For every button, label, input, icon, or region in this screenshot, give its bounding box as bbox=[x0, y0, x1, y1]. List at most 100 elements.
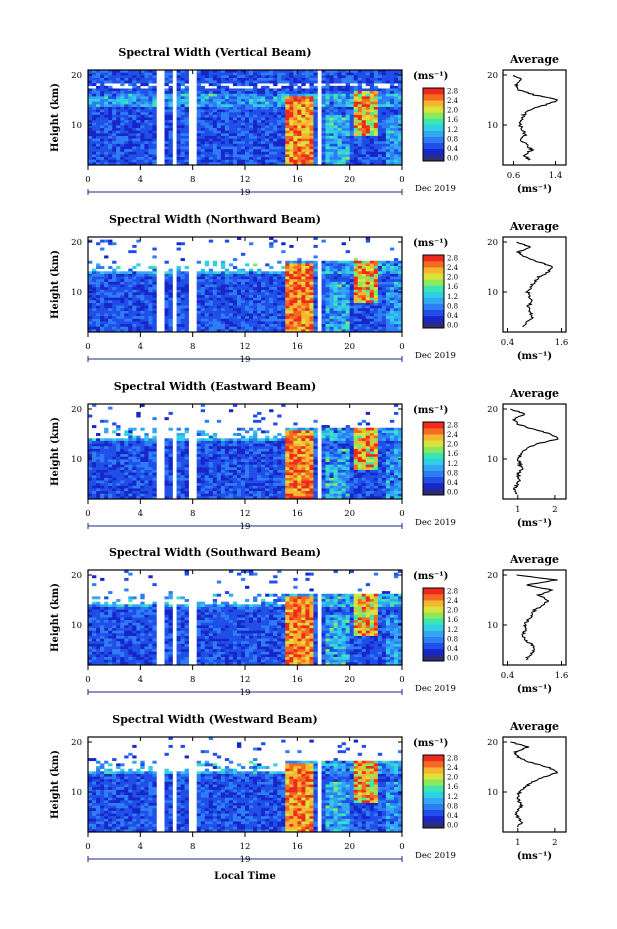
heatmap-cell bbox=[289, 114, 294, 118]
heatmap-cell bbox=[140, 329, 145, 333]
heatmap-cell bbox=[329, 91, 334, 95]
heatmap-cell bbox=[240, 135, 246, 139]
heatmap-cell bbox=[273, 159, 278, 163]
heatmap-cell bbox=[92, 106, 97, 110]
heatmap-cell bbox=[281, 157, 286, 161]
heatmap-cell bbox=[148, 85, 153, 89]
heatmap-cell bbox=[164, 300, 169, 304]
heatmap-cell bbox=[196, 112, 202, 116]
heatmap-cell bbox=[148, 143, 153, 147]
heatmap-cell bbox=[164, 93, 169, 97]
heatmap-cell bbox=[341, 104, 346, 108]
heatmap-cell bbox=[140, 91, 145, 95]
heatmap-cell bbox=[148, 308, 153, 312]
heatmap-cell bbox=[249, 440, 254, 444]
heatmap-cell bbox=[361, 125, 367, 129]
heatmap-cell bbox=[180, 104, 185, 108]
heatmap-cell bbox=[369, 329, 375, 333]
heatmap-cell bbox=[321, 117, 326, 121]
heatmap-cell bbox=[116, 72, 121, 76]
heatmap-cell bbox=[200, 141, 206, 145]
heatmap-cell bbox=[309, 83, 314, 87]
heatmap-cell bbox=[96, 141, 101, 145]
heatmap-cell bbox=[269, 316, 274, 320]
heatmap-cell bbox=[140, 93, 145, 97]
heatmap-cell bbox=[273, 276, 278, 280]
heatmap-cell bbox=[361, 308, 367, 312]
heatmap-cell bbox=[253, 133, 258, 137]
heatmap-cell bbox=[148, 276, 153, 280]
heatmap-cell bbox=[357, 159, 363, 163]
heatmap-cell bbox=[184, 96, 189, 100]
heatmap-cell bbox=[261, 310, 266, 314]
heatmap-cell bbox=[309, 430, 314, 434]
heatmap-cell bbox=[257, 125, 262, 129]
heatmap-cell bbox=[305, 130, 310, 134]
heatmap-cell bbox=[216, 141, 222, 145]
heatmap-cell bbox=[253, 70, 258, 73]
heatmap-cell bbox=[277, 302, 282, 306]
heatmap-cell bbox=[224, 128, 230, 131]
heatmap-cell bbox=[132, 154, 137, 158]
heatmap-cell bbox=[132, 329, 137, 333]
heatmap-cell bbox=[128, 279, 133, 283]
heatmap-cell bbox=[216, 80, 222, 84]
heatmap-cell bbox=[257, 122, 262, 126]
heatmap-cell bbox=[385, 279, 391, 283]
heatmap-cell bbox=[281, 276, 286, 280]
heatmap-cell bbox=[341, 112, 346, 116]
heatmap-cell bbox=[112, 91, 117, 95]
heatmap-cell bbox=[140, 141, 145, 145]
heatmap-cell bbox=[365, 117, 371, 121]
heatmap-cell bbox=[337, 109, 342, 113]
heatmap-cell bbox=[88, 313, 93, 317]
heatmap-cell bbox=[285, 305, 290, 309]
heatmap-cell bbox=[301, 104, 306, 108]
heatmap-cell bbox=[337, 260, 342, 264]
heatmap-cell bbox=[381, 138, 387, 142]
heatmap-cell bbox=[281, 120, 286, 124]
heatmap-cell bbox=[104, 287, 109, 291]
heatmap-cell bbox=[277, 281, 282, 285]
heatmap-cell bbox=[245, 440, 250, 444]
heatmap-cell bbox=[289, 75, 294, 79]
heatmap-cell bbox=[357, 88, 363, 92]
heatmap-cell bbox=[120, 109, 125, 113]
heatmap-cell bbox=[385, 438, 391, 442]
heatmap-cell bbox=[180, 154, 185, 158]
heatmap-cell bbox=[301, 440, 306, 444]
heatmap-cell bbox=[337, 427, 342, 431]
heatmap-cell bbox=[245, 96, 250, 100]
heatmap-cell bbox=[245, 300, 250, 304]
heatmap-cell bbox=[293, 313, 298, 317]
heatmap-cell bbox=[104, 305, 109, 309]
heatmap-cell bbox=[297, 130, 302, 134]
heatmap-cell bbox=[373, 141, 379, 145]
heatmap-cell bbox=[124, 313, 129, 317]
heatmap-cell bbox=[228, 141, 234, 145]
heatmap-cell bbox=[289, 106, 294, 110]
heatmap-cell bbox=[257, 292, 262, 296]
heatmap-cell bbox=[333, 109, 338, 113]
heatmap-cell bbox=[313, 310, 318, 314]
heatmap-cell bbox=[148, 93, 153, 97]
heatmap-cell bbox=[321, 260, 326, 264]
heatmap-cell bbox=[345, 135, 350, 139]
heatmap-cell bbox=[124, 117, 129, 121]
heatmap-cell bbox=[112, 133, 117, 137]
heatmap-cell bbox=[128, 83, 133, 87]
heatmap-cell bbox=[196, 443, 202, 447]
heatmap-cell bbox=[393, 88, 399, 92]
heatmap-cell bbox=[104, 130, 109, 134]
heatmap-cell bbox=[301, 112, 306, 116]
heatmap-cell bbox=[293, 125, 298, 129]
heatmap-cell bbox=[253, 281, 258, 285]
heatmap-cell bbox=[204, 75, 210, 79]
heatmap-cell bbox=[357, 109, 363, 113]
heatmap-cell bbox=[269, 318, 274, 322]
heatmap-cell bbox=[128, 106, 133, 110]
heatmap-cell bbox=[265, 318, 270, 322]
heatmap-cell bbox=[100, 75, 105, 79]
heatmap-cell bbox=[341, 324, 346, 328]
heatmap-cell bbox=[253, 305, 258, 309]
